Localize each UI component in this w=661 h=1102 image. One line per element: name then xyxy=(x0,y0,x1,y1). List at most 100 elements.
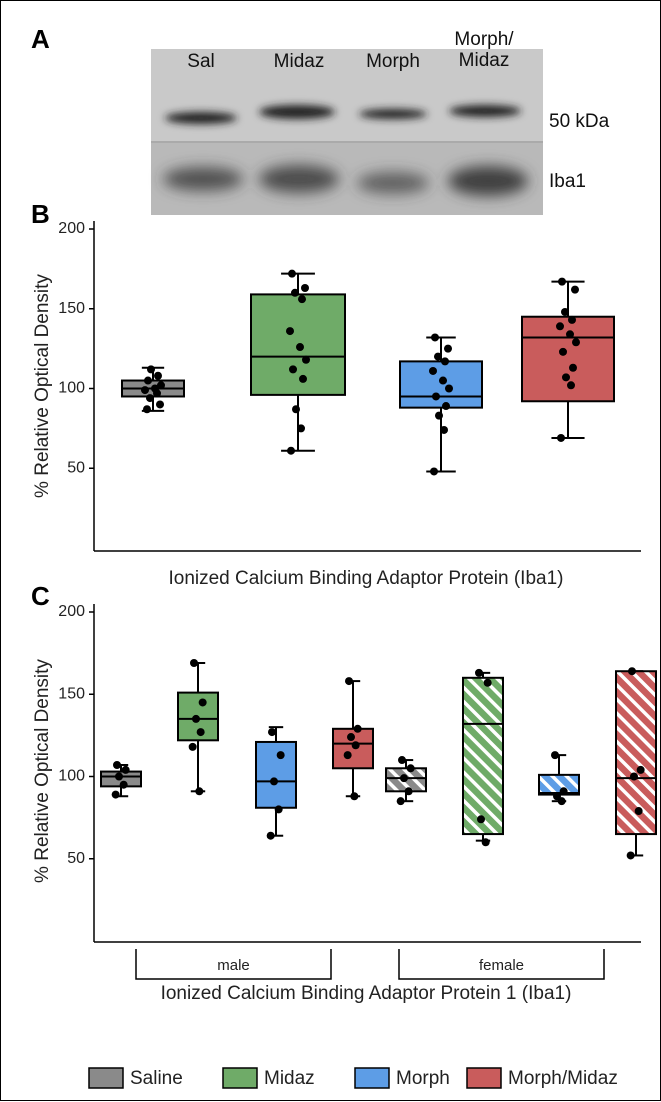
blot xyxy=(151,49,543,215)
data-point xyxy=(569,364,577,372)
data-point xyxy=(301,284,309,292)
data-point xyxy=(302,356,310,364)
data-point xyxy=(270,777,278,785)
band-label: Iba1 xyxy=(549,171,586,193)
box-plot xyxy=(386,756,426,805)
data-point xyxy=(560,787,568,795)
data-point xyxy=(484,679,492,687)
data-point xyxy=(141,386,149,394)
data-point xyxy=(199,698,207,706)
box xyxy=(522,317,614,402)
data-point xyxy=(551,751,559,759)
data-point xyxy=(298,295,306,303)
data-point xyxy=(630,773,638,781)
data-point xyxy=(288,270,296,278)
data-point xyxy=(441,357,449,365)
band-label: 50 kDa xyxy=(549,111,609,133)
box-plot xyxy=(616,667,656,859)
panel-label: C xyxy=(31,581,50,611)
box-plot xyxy=(122,365,184,413)
box xyxy=(539,775,579,795)
data-point xyxy=(434,353,442,361)
data-point xyxy=(572,338,580,346)
data-point xyxy=(407,764,415,772)
group-label: female xyxy=(479,957,524,974)
data-point xyxy=(397,797,405,805)
data-point xyxy=(296,343,304,351)
box-plot xyxy=(178,659,218,795)
data-point xyxy=(299,375,307,383)
data-point xyxy=(347,733,355,741)
y-axis-title: % Relative Optical Density xyxy=(32,659,53,883)
data-point xyxy=(561,308,569,316)
data-point xyxy=(628,667,636,675)
box-plot xyxy=(463,669,503,846)
figure: A B50100150200% Relative Optical Density… xyxy=(0,0,661,1101)
group-label: male xyxy=(217,957,250,974)
legend-label: Morph/Midaz xyxy=(508,1068,618,1089)
data-point xyxy=(440,426,448,434)
data-point xyxy=(432,392,440,400)
legend-swatch xyxy=(89,1068,123,1088)
data-point xyxy=(439,377,447,385)
data-point xyxy=(567,381,575,389)
data-point xyxy=(344,751,352,759)
x-axis-title: Ionized Calcium Binding Adaptor Protein … xyxy=(168,568,563,589)
data-point xyxy=(275,805,283,813)
data-point xyxy=(267,832,275,840)
data-point xyxy=(120,781,128,789)
legend-label: Saline xyxy=(130,1068,183,1089)
data-point xyxy=(352,741,360,749)
panel-label: A xyxy=(31,24,50,54)
data-point xyxy=(115,773,123,781)
data-point xyxy=(350,792,358,800)
data-point xyxy=(405,787,413,795)
panel-label: B xyxy=(31,199,50,229)
data-point xyxy=(431,333,439,341)
data-point xyxy=(559,348,567,356)
box xyxy=(463,678,503,834)
data-point xyxy=(482,838,490,846)
box xyxy=(400,361,482,407)
data-point xyxy=(558,797,566,805)
data-point xyxy=(442,402,450,410)
data-point xyxy=(566,330,574,338)
data-point xyxy=(147,365,155,373)
data-point xyxy=(195,787,203,795)
lane-label: Morph/ Midaz xyxy=(449,29,519,71)
data-point xyxy=(568,316,576,324)
y-axis-title: % Relative Optical Density xyxy=(32,274,53,498)
data-point xyxy=(430,467,438,475)
data-point xyxy=(122,766,130,774)
data-point xyxy=(635,807,643,815)
data-point xyxy=(154,372,162,380)
data-point xyxy=(156,400,164,408)
y-tick-label: 50 xyxy=(67,850,85,867)
box-plot xyxy=(251,270,345,455)
data-point xyxy=(435,412,443,420)
data-point xyxy=(557,434,565,442)
legend-swatch xyxy=(355,1068,389,1088)
y-tick-label: 150 xyxy=(58,685,85,702)
box-plot xyxy=(101,761,141,799)
data-point xyxy=(398,756,406,764)
legend-swatch xyxy=(223,1068,257,1088)
data-point xyxy=(444,345,452,353)
y-tick-label: 200 xyxy=(58,220,85,237)
data-point xyxy=(146,394,154,402)
data-point xyxy=(190,659,198,667)
data-point xyxy=(558,278,566,286)
data-point xyxy=(400,774,408,782)
data-point xyxy=(445,385,453,393)
lane-label: Midaz xyxy=(259,51,339,72)
data-point xyxy=(345,677,353,685)
data-point xyxy=(189,743,197,751)
data-point xyxy=(477,815,485,823)
data-point xyxy=(556,322,564,330)
y-tick-label: 150 xyxy=(58,300,85,317)
lane-label: Morph xyxy=(353,51,433,72)
data-point xyxy=(637,766,645,774)
legend-label: Morph xyxy=(396,1068,450,1089)
legend-swatch xyxy=(467,1068,501,1088)
data-point xyxy=(113,761,121,769)
